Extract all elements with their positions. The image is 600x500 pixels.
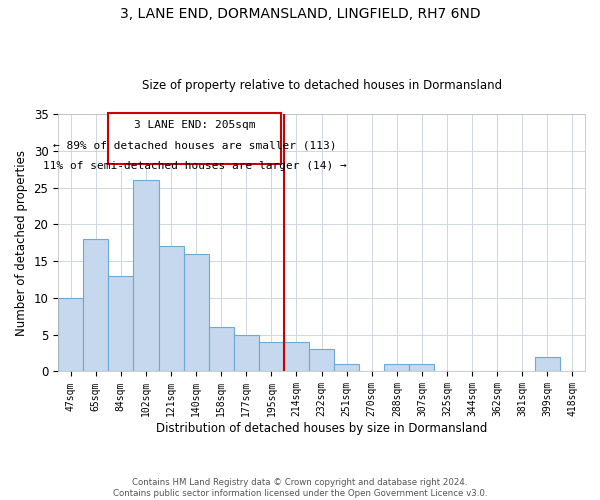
Bar [158,246,184,372]
Text: 11% of semi-detached houses are larger (14) →: 11% of semi-detached houses are larger (… [43,162,347,172]
Bar [309,350,334,372]
Bar [409,364,434,372]
Bar [334,364,359,372]
Text: Contains HM Land Registry data © Crown copyright and database right 2024.
Contai: Contains HM Land Registry data © Crown c… [113,478,487,498]
FancyBboxPatch shape [109,112,281,164]
Text: 3, LANE END, DORMANSLAND, LINGFIELD, RH7 6ND: 3, LANE END, DORMANSLAND, LINGFIELD, RH7… [119,8,481,22]
Y-axis label: Number of detached properties: Number of detached properties [15,150,28,336]
Bar [184,254,209,372]
Bar [384,364,409,372]
Bar [109,276,133,372]
Bar [209,328,234,372]
Bar [284,342,309,372]
Bar [58,298,83,372]
Bar [133,180,158,372]
Bar [83,239,109,372]
X-axis label: Distribution of detached houses by size in Dormansland: Distribution of detached houses by size … [156,422,487,435]
Bar [234,334,259,372]
Bar [535,357,560,372]
Text: ← 89% of detached houses are smaller (113): ← 89% of detached houses are smaller (11… [53,141,337,151]
Text: 3 LANE END: 205sqm: 3 LANE END: 205sqm [134,120,256,130]
Bar [259,342,284,372]
Title: Size of property relative to detached houses in Dormansland: Size of property relative to detached ho… [142,79,502,92]
